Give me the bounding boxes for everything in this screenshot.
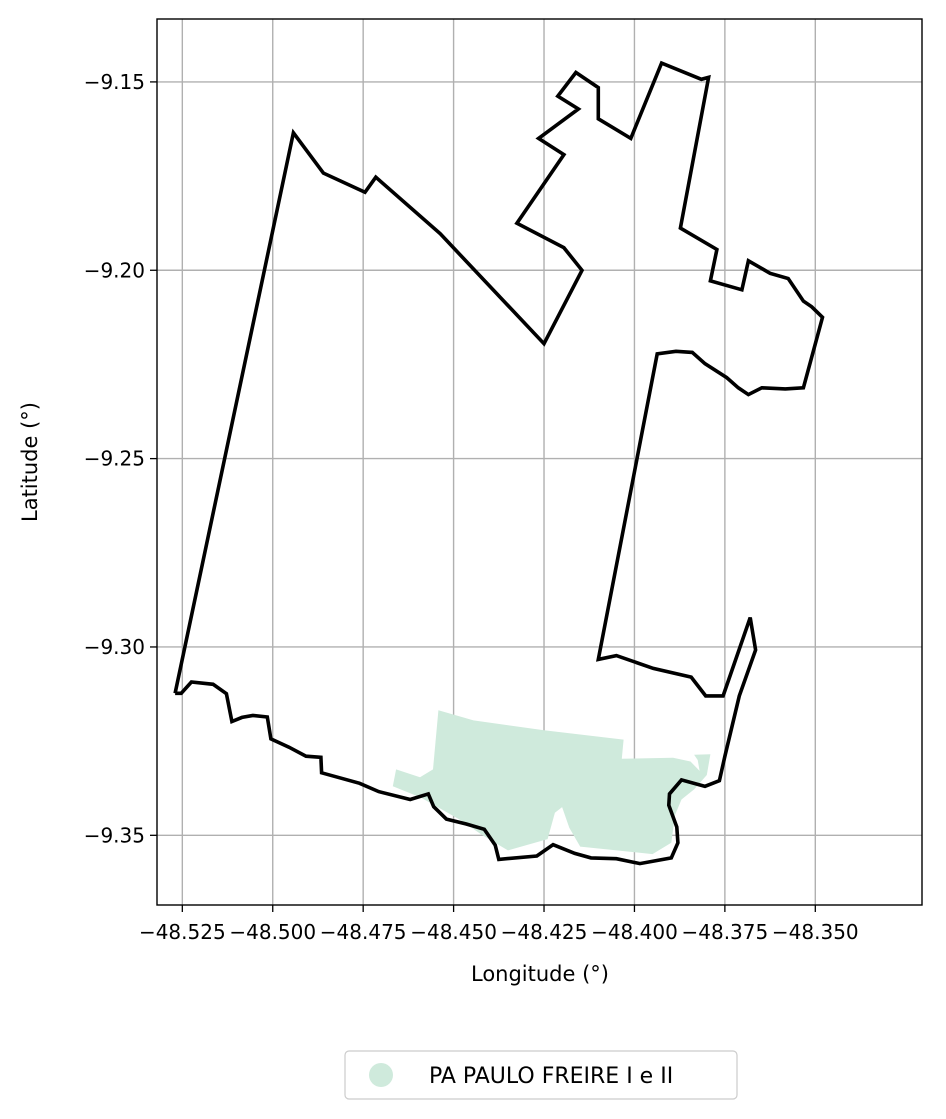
x-tick-label: −48.525 [139,920,226,944]
y-axis-ticks: −9.15 −9.20 −9.25 −9.30 −9.35 [84,70,157,847]
y-tick-label: −9.20 [84,258,145,282]
settlement-area-polygon [392,710,711,855]
x-tick-label: −48.475 [320,920,407,944]
legend-label: PA PAULO FREIRE I e II [429,1064,673,1089]
x-tick-label: −48.500 [229,920,316,944]
x-tick-label: −48.350 [772,920,859,944]
y-tick-label: −9.30 [84,635,145,659]
y-tick-label: −9.25 [84,447,145,471]
legend: PA PAULO FREIRE I e II [344,1050,738,1100]
y-axis-label: Latitude (°) [18,402,42,522]
x-tick-label: −48.450 [410,920,497,944]
plot-frame [156,18,923,906]
x-axis-label: Longitude (°) [471,962,609,986]
y-tick-label: −9.15 [84,70,145,94]
x-tick-label: −48.400 [591,920,678,944]
y-tick-label: −9.35 [84,823,145,847]
x-axis-ticks: −48.525 −48.500 −48.475 −48.450 −48.425 −48.4… [139,905,859,944]
legend-box [344,1050,738,1100]
map-layers [173,60,825,866]
x-tick-label: −48.425 [501,920,588,944]
legend-marker [369,1063,393,1087]
boundary-outline [173,60,825,866]
x-tick-label: −48.375 [681,920,768,944]
